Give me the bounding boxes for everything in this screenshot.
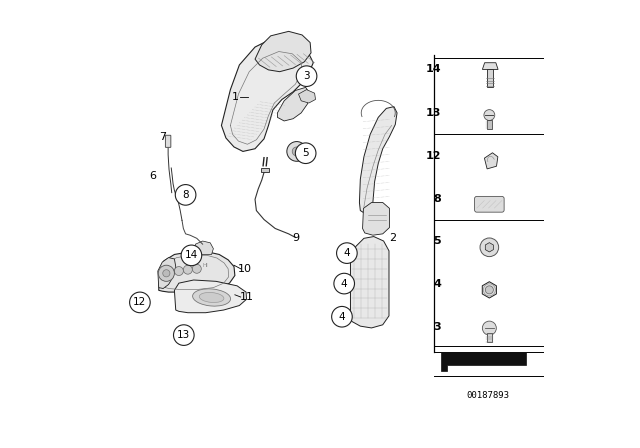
Circle shape [480, 238, 499, 257]
Polygon shape [298, 90, 316, 103]
Circle shape [181, 245, 202, 266]
Circle shape [484, 110, 495, 121]
Circle shape [184, 265, 192, 274]
Text: 14: 14 [426, 65, 441, 74]
Polygon shape [158, 258, 176, 289]
Polygon shape [487, 121, 492, 129]
Circle shape [174, 267, 184, 276]
Text: 11: 11 [239, 292, 253, 302]
Text: 4: 4 [344, 248, 350, 258]
Polygon shape [174, 280, 246, 313]
Circle shape [483, 321, 497, 335]
Text: 4: 4 [339, 312, 345, 322]
Circle shape [337, 243, 357, 263]
Text: 00187893: 00187893 [467, 391, 509, 400]
Circle shape [158, 265, 174, 281]
Text: 1: 1 [232, 92, 238, 102]
Polygon shape [362, 202, 389, 235]
Circle shape [332, 306, 352, 327]
Text: 12: 12 [133, 297, 147, 307]
Text: 9: 9 [292, 233, 299, 243]
Polygon shape [255, 31, 311, 72]
Polygon shape [441, 352, 526, 371]
Polygon shape [159, 252, 235, 292]
Polygon shape [195, 241, 213, 254]
Text: 5: 5 [302, 148, 309, 158]
Polygon shape [483, 282, 497, 298]
Text: 8: 8 [433, 194, 441, 204]
Circle shape [296, 66, 317, 86]
Ellipse shape [193, 289, 230, 306]
Circle shape [287, 142, 307, 161]
Polygon shape [488, 69, 493, 87]
Circle shape [175, 185, 196, 205]
Polygon shape [484, 153, 498, 169]
Polygon shape [278, 87, 310, 121]
FancyBboxPatch shape [165, 135, 171, 147]
Text: 14: 14 [185, 250, 198, 260]
Text: HI: HI [203, 263, 209, 268]
Circle shape [334, 273, 355, 294]
Circle shape [130, 292, 150, 313]
Text: 10: 10 [238, 264, 252, 274]
Ellipse shape [199, 293, 224, 302]
Circle shape [173, 325, 194, 345]
Circle shape [296, 143, 316, 164]
Text: 4: 4 [341, 279, 348, 289]
Text: 3: 3 [433, 322, 441, 332]
Text: 6: 6 [149, 171, 156, 181]
Polygon shape [487, 333, 492, 342]
Circle shape [163, 270, 170, 277]
Text: 2: 2 [389, 233, 396, 243]
Polygon shape [351, 237, 389, 328]
Text: 4: 4 [433, 279, 441, 289]
Text: 7: 7 [159, 132, 166, 142]
Text: 13: 13 [177, 330, 191, 340]
Polygon shape [178, 197, 183, 202]
Text: 13: 13 [426, 108, 441, 118]
Circle shape [292, 147, 301, 156]
Text: 8: 8 [182, 190, 189, 200]
Text: 12: 12 [426, 151, 441, 161]
Text: 5: 5 [433, 237, 441, 246]
Polygon shape [483, 63, 498, 69]
Polygon shape [221, 38, 314, 151]
Circle shape [193, 264, 201, 273]
Polygon shape [261, 168, 269, 172]
Text: 3: 3 [303, 71, 310, 81]
Circle shape [485, 286, 493, 294]
Polygon shape [360, 107, 397, 213]
Polygon shape [485, 243, 493, 252]
FancyBboxPatch shape [475, 196, 504, 212]
